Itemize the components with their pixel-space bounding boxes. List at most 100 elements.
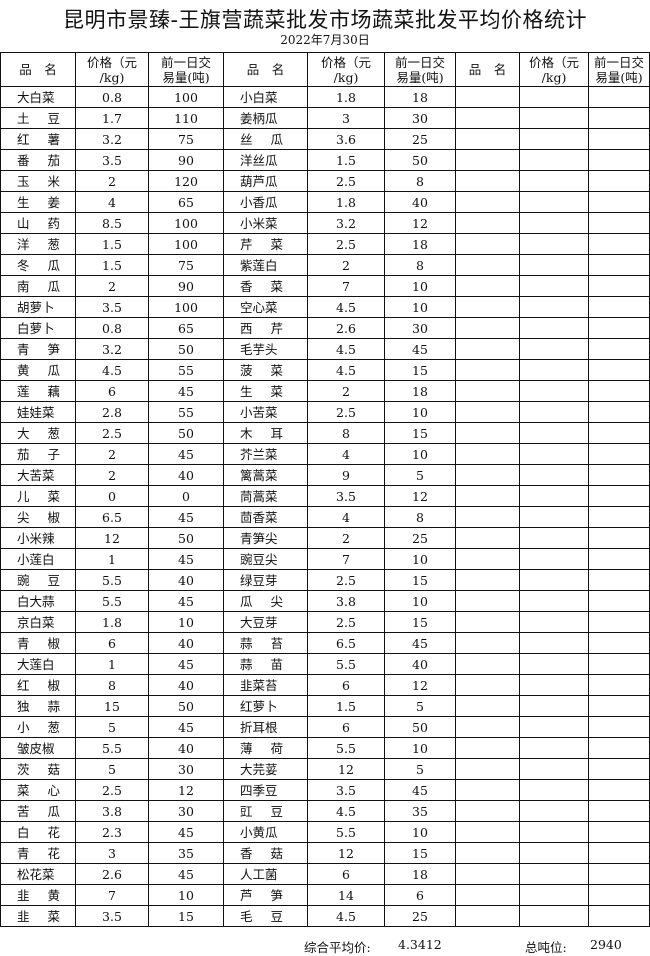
cell-price: 6.5 [75,506,149,528]
cell-volume [588,758,650,780]
cell-price: 3 [307,107,385,129]
cell-volume: 12 [384,485,456,507]
cell-name: 白大蒜 [0,590,76,612]
cell-volume: 0 [148,485,224,507]
cell-name: 葫芦瓜 [223,170,308,192]
cell-name [455,464,520,486]
cell-volume [588,464,650,486]
cell-volume [588,212,650,234]
cell-price: 6 [75,380,149,402]
cell-volume: 10 [384,590,456,612]
cell-name: 南瓜 [0,275,76,297]
cell-name [455,107,520,129]
cell-price [519,254,589,276]
cell-price: 6 [307,863,385,885]
cell-volume [588,695,650,717]
cell-volume: 15 [384,569,456,591]
cell-price [519,212,589,234]
table-row: 胡萝卜 3.5 100 空心菜 4.5 10 [0,296,650,318]
cell-name: 韭菜苔 [223,674,308,696]
cell-name: 白花 [0,821,76,843]
cell-volume [588,296,650,318]
cell-name: 小葱 [0,716,76,738]
cell-price [519,506,589,528]
table-row: 冬瓜 1.5 75 紫莲白 2 8 [0,254,650,276]
cell-price: 2 [75,275,149,297]
cell-price [519,359,589,381]
cell-price: 5.5 [75,569,149,591]
cell-price: 3 [75,842,149,864]
cell-volume: 30 [148,800,224,822]
cell-name: 小苦菜 [223,401,308,423]
cell-price: 1.7 [75,107,149,129]
cell-name: 玉米 [0,170,76,192]
cell-price: 5 [75,758,149,780]
cell-volume [588,317,650,339]
cell-name: 青笋 [0,338,76,360]
table-row: 菜心 2.5 12 四季豆 3.5 45 [0,779,650,801]
cell-name [455,737,520,759]
cell-volume [588,674,650,696]
cell-name: 小米菜 [223,212,308,234]
table-row: 豌豆 5.5 40 绿豆芽 2.5 15 [0,569,650,591]
cell-name: 京白菜 [0,611,76,633]
cell-name [455,527,520,549]
cell-price: 12 [307,758,385,780]
cell-price [519,485,589,507]
cell-price: 5.5 [307,737,385,759]
cell-volume: 45 [148,506,224,528]
cell-price: 14 [307,884,385,906]
cell-volume: 10 [384,548,456,570]
cell-price: 2.5 [307,569,385,591]
cell-name [455,884,520,906]
table-row: 土豆 1.7 110 姜柄瓜 3 30 [0,107,650,129]
cell-price: 4 [307,506,385,528]
cell-price: 3.2 [75,338,149,360]
cell-volume: 10 [148,884,224,906]
cell-name [455,233,520,255]
table-row: 大白菜 0.8 100 小白菜 1.8 18 [0,86,650,108]
cell-name: 空心菜 [223,296,308,318]
cell-price [519,863,589,885]
cell-volume: 40 [148,737,224,759]
cell-price: 3.5 [307,779,385,801]
table-row: 小莲白 1 45 豌豆尖 7 10 [0,548,650,570]
cell-name [455,506,520,528]
cell-volume: 10 [384,401,456,423]
cell-volume: 5 [384,758,456,780]
table-row: 韭黄 7 10 芦笋 14 6 [0,884,650,906]
cell-volume [588,485,650,507]
document-title: 昆明市景臻-王旗营蔬菜批发市场蔬菜批发平均价格统计 [62,8,588,32]
cell-price [519,632,589,654]
cell-name [455,485,520,507]
cell-price [519,149,589,171]
cell-volume: 65 [148,191,224,213]
cell-volume: 45 [384,779,456,801]
cell-volume: 90 [148,149,224,171]
cell-price [519,422,589,444]
cell-name: 小米辣 [0,527,76,549]
cell-price: 4.5 [307,296,385,318]
cell-price: 3.8 [307,590,385,612]
table-row: 番茄 3.5 90 洋丝瓜 1.5 50 [0,149,650,171]
table-row: 青花 3 35 香菇 12 15 [0,842,650,864]
cell-name [455,401,520,423]
cell-name: 黄瓜 [0,359,76,381]
cell-price [519,86,589,108]
cell-price [519,128,589,150]
cell-name [455,653,520,675]
cell-name [455,548,520,570]
cell-volume: 10 [384,443,456,465]
cell-price [519,170,589,192]
cell-name: 小白菜 [223,86,308,108]
cell-volume: 8 [384,506,456,528]
cell-volume: 15 [384,842,456,864]
cell-name: 薄荷 [223,737,308,759]
cell-price: 12 [75,527,149,549]
cell-name [455,779,520,801]
cell-name: 人工菌 [223,863,308,885]
cell-name [455,380,520,402]
cell-name: 木耳 [223,422,308,444]
cell-price [519,611,589,633]
cell-price [519,527,589,549]
